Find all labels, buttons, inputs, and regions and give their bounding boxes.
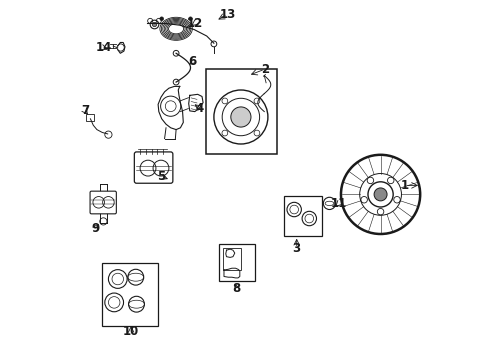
Text: 9: 9 (91, 222, 99, 235)
Bar (205, 69, 277, 154)
FancyBboxPatch shape (90, 191, 116, 214)
Text: 5: 5 (157, 170, 165, 183)
Text: 14: 14 (95, 41, 111, 54)
Text: 11: 11 (330, 197, 346, 210)
Bar (219, 244, 254, 281)
Text: 4: 4 (195, 102, 203, 114)
Bar (102, 263, 158, 326)
FancyBboxPatch shape (134, 152, 172, 183)
Text: 13: 13 (219, 8, 235, 21)
Text: 3: 3 (292, 242, 300, 255)
Bar (223, 248, 241, 270)
Polygon shape (188, 94, 203, 112)
Circle shape (160, 17, 163, 21)
Text: 1: 1 (400, 179, 408, 192)
Circle shape (152, 22, 156, 27)
Text: 12: 12 (187, 17, 203, 30)
Text: 2: 2 (261, 63, 268, 76)
Bar (86, 114, 94, 121)
Text: 10: 10 (122, 325, 139, 338)
Text: 8: 8 (232, 282, 240, 294)
Circle shape (230, 107, 250, 127)
Text: 7: 7 (81, 104, 89, 117)
Bar (284, 196, 321, 236)
Text: 6: 6 (188, 55, 196, 68)
Circle shape (373, 188, 386, 201)
Circle shape (188, 17, 192, 21)
